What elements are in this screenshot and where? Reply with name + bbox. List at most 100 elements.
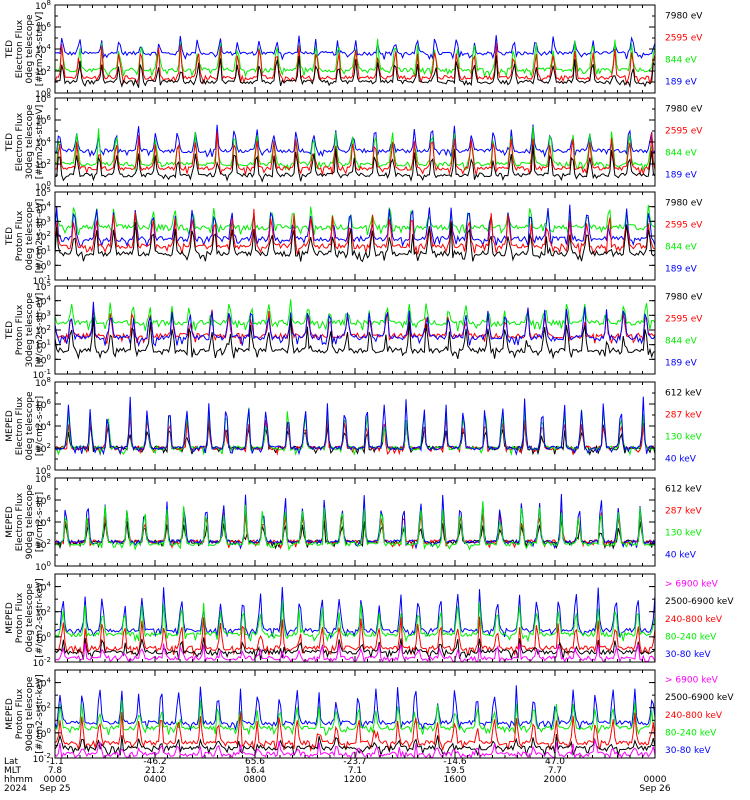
y-tick-label: 106: [35, 114, 51, 127]
series-line-7980-ev: [55, 222, 655, 263]
y-tick-label: 104: [35, 516, 51, 529]
y-axis-label-line: TED: [5, 227, 15, 246]
y-axis-label: TED Proton Flux 30deg telescope [#/cm2-s-st…: [5, 292, 45, 367]
y-axis-label-line: TED: [5, 321, 15, 340]
x-row-label: MLT: [4, 766, 22, 776]
y-axis-label-line: MEPED: [5, 602, 15, 634]
legend-entry: 287 keV: [665, 410, 702, 420]
y-axis-label-line: Electron Flux: [15, 396, 25, 455]
plot-frame: [54, 477, 656, 567]
y-axis-label-line: TED: [5, 40, 15, 59]
y-tick-label: 10-1: [33, 274, 51, 287]
x-tick-label: 65.6: [245, 757, 265, 767]
series-line-844-ev: [55, 126, 655, 172]
x-row-label: 2024: [4, 784, 27, 794]
y-axis-label: MEPED Proton Flux 90deg telescope [#/cm2-s-…: [5, 674, 45, 753]
y-tick-label: 104: [35, 201, 51, 214]
x-tick-label: Sep 25: [39, 784, 70, 794]
series-line-2595-ev: [55, 131, 655, 177]
y-tick-label: 106: [35, 494, 51, 507]
y-axis-label-line: 0deg telescope: [25, 201, 35, 271]
y-tick-label: 106: [35, 21, 51, 34]
legend-entry: 240-800 keV: [665, 711, 723, 721]
y-tick-label: 100: [35, 353, 51, 366]
y-axis-label: MEPED Electron Flux 90deg telescope [#/cm2-…: [5, 484, 45, 559]
x-tick-label: 2000: [544, 775, 567, 785]
legend-entry: 189 eV: [665, 77, 698, 87]
y-tick-label: 101: [35, 339, 51, 352]
y-axis-label-line: 90deg telescope: [25, 484, 35, 559]
x-tick-label: 19.5: [445, 766, 465, 776]
legend-entry: 7980 eV: [665, 104, 703, 114]
y-axis-label: MEPED Proton Flux 0deg telescope [#/cm2-s-s…: [5, 578, 45, 657]
legend-entry: 189 eV: [665, 264, 698, 274]
y-axis-label-line: Electron Flux: [15, 492, 25, 551]
legend-entry: 844 eV: [665, 148, 698, 158]
series-line-7980-ev: [55, 145, 655, 183]
series-line-189-ev: [55, 204, 655, 248]
y-tick-label: 104: [35, 295, 51, 308]
y-axis-label-line: MEPED: [5, 410, 15, 442]
series-line-189-ev: [55, 124, 655, 158]
x-tick-label: 16.4: [245, 766, 265, 776]
series-line-189-ev: [55, 35, 655, 61]
y-tick-label: 101: [35, 245, 51, 258]
y-axis-label-line: [#/cm2-s-str-eV]: [35, 105, 45, 180]
legend-entry: 189 eV: [665, 170, 698, 180]
y-axis-label-line: [#/cm2-s-str-keV]: [35, 674, 45, 753]
legend-entry: 287 keV: [665, 506, 702, 516]
x-tick-label: 0400: [144, 775, 167, 785]
y-tick-label: 104: [35, 581, 51, 594]
series-line-40-kev: [55, 396, 655, 456]
x-tick-label: 1200: [344, 775, 367, 785]
y-tick-label: 100: [35, 727, 51, 740]
y-tick-label: 104: [35, 677, 51, 690]
y-tick-label: 102: [35, 702, 51, 715]
x-tick-label: -14.6: [443, 757, 467, 767]
legend-entry: 2595 eV: [665, 126, 703, 136]
legend-entry: 30-80 keV: [665, 650, 711, 660]
y-axis-label: TED Proton Flux 0deg telescope [#/cm2-s-str…: [5, 199, 45, 274]
legend-entry: > 6900 keV: [665, 580, 719, 590]
legend-entry: 40 keV: [665, 550, 697, 560]
y-tick-label: 102: [35, 538, 51, 551]
y-axis-label: TED Electron Flux 30deg telescope [#/cm2-s-…: [5, 104, 45, 179]
y-axis-label-line: [#/cm2-s-str-eV]: [35, 199, 45, 274]
x-tick-label: -46.2: [143, 757, 166, 767]
y-axis-label-line: 30deg telescope: [25, 104, 35, 179]
y-tick-label: 106: [35, 398, 51, 411]
x-tick-label: 0000: [44, 775, 67, 785]
legend-entry: 844 eV: [665, 336, 698, 346]
y-axis-label-line: Electron Flux: [15, 112, 25, 171]
y-tick-label: 104: [35, 43, 51, 56]
y-axis-label-line: 0deg telescope: [25, 583, 35, 653]
y-tick-label: 102: [35, 230, 51, 243]
series-line-80-240-kev: [55, 600, 655, 643]
series-line-40-kev: [55, 493, 655, 550]
y-tick-label: 103: [35, 309, 51, 322]
y-tick-label: 105: [35, 186, 51, 199]
y-axis-label-line: [#/cm2-s-str]: [35, 492, 45, 552]
legend-entry: 130 keV: [665, 528, 702, 538]
series-line-130-kev: [55, 404, 655, 457]
series-line-240-800-kev: [55, 711, 655, 752]
legend-entry: 844 eV: [665, 242, 698, 252]
y-tick-label: 105: [35, 280, 51, 293]
y-axis-label-line: 0deg telescope: [25, 14, 35, 84]
y-tick-label: 108: [35, 92, 51, 105]
series-line-30-80-kev: [55, 586, 655, 640]
y-axis-label-line: 90deg telescope: [25, 676, 35, 751]
y-tick-label: 102: [35, 442, 51, 455]
y-axis-label-line: TED: [5, 133, 15, 152]
x-row-label: hhmm: [4, 775, 33, 785]
x-tick-label: 0800: [244, 775, 267, 785]
y-tick-label: 104: [35, 420, 51, 433]
legend-entry: 130 keV: [665, 432, 702, 442]
x-row-label: Lat: [4, 757, 19, 767]
